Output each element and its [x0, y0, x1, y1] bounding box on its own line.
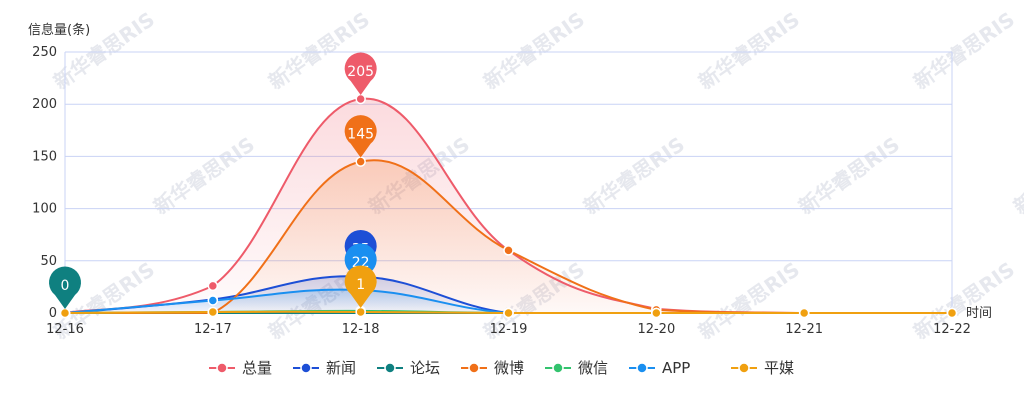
marker-pin-shape — [344, 52, 377, 95]
legend-label: 新闻 — [326, 359, 356, 377]
legend-item-总量[interactable]: 总量 — [209, 359, 272, 377]
legend-swatch-dot — [636, 362, 648, 374]
marker-pin-label: 0 — [61, 278, 70, 294]
data-point — [355, 306, 366, 318]
marker-pin: 205 — [344, 52, 377, 95]
legend-label: 论坛 — [410, 359, 440, 377]
area-APP — [65, 289, 952, 313]
x-axis-title: 时间 — [966, 306, 992, 321]
marker-pin-shape — [344, 265, 377, 308]
marker-pin-label: 145 — [347, 127, 374, 143]
data-point — [651, 307, 662, 319]
legend-swatch-dot — [468, 362, 480, 374]
data-point — [798, 307, 810, 319]
dot-layer — [59, 93, 958, 319]
legend: 总量 新闻 论坛 微博 微信 APP 平媒 — [209, 359, 794, 377]
x-tick-label: 12-17 — [194, 322, 232, 337]
data-point — [503, 245, 514, 256]
watermark-text: 新华睿思RIS — [694, 7, 804, 94]
legend-swatch-dot — [552, 362, 564, 374]
data-point — [503, 307, 514, 319]
marker-pin-label: 1 — [356, 277, 365, 293]
y-tick-label: 50 — [40, 254, 57, 269]
legend-item-新闻[interactable]: 新闻 — [293, 359, 356, 377]
y-tick-label: 200 — [32, 97, 57, 112]
data-point — [207, 295, 219, 306]
data-point — [355, 93, 366, 105]
x-tick-label: 12-19 — [490, 322, 528, 337]
legend-swatch-dot — [300, 362, 312, 374]
watermark-text: 新华睿思RIS — [149, 132, 259, 219]
marker-pin-label: 205 — [347, 64, 374, 80]
x-tick-label: 12-20 — [637, 322, 675, 337]
marker-pin-shape — [344, 243, 377, 287]
y-axis-title: 信息量(条) — [28, 22, 90, 38]
legend-swatch-dot — [738, 362, 750, 374]
marker-pin: 145 — [344, 115, 377, 158]
y-tick-label: 0 — [49, 306, 57, 321]
marker-pin: 0 — [49, 266, 81, 309]
x-tick-label: 12-16 — [46, 322, 84, 337]
marker-pin-shape — [49, 266, 81, 309]
legend-label: 平媒 — [764, 359, 794, 377]
y-tick-label: 100 — [32, 202, 57, 217]
legend-label: 总量 — [242, 359, 272, 377]
legend-item-微博[interactable]: 微博 — [461, 359, 524, 377]
x-tick-label: 12-21 — [785, 322, 823, 337]
marker-pin: 1 — [344, 265, 377, 308]
watermark-text: 新华睿思RIS — [579, 132, 689, 219]
legend-item-平媒[interactable]: 平媒 — [731, 359, 794, 377]
watermark-text: 新华睿思RIS — [49, 7, 159, 94]
legend-label: 微博 — [494, 359, 524, 377]
legend-label: APP — [662, 359, 690, 377]
y-tick-label: 150 — [32, 149, 57, 164]
data-point — [207, 280, 219, 292]
data-point — [355, 156, 366, 167]
pin-layer: 020514535221 — [49, 52, 377, 309]
watermark-text: 新华睿思RIS — [479, 7, 589, 94]
y-tick-label: 250 — [32, 45, 57, 60]
legend-swatch-dot — [384, 362, 396, 374]
watermark-text: 新华睿思RIS — [1009, 132, 1024, 219]
data-point — [59, 307, 71, 319]
data-point — [946, 307, 958, 319]
legend-label: 微信 — [578, 359, 608, 377]
legend-item-APP[interactable]: APP — [629, 359, 690, 377]
data-point — [207, 306, 219, 318]
watermark-text: 新华睿思RIS — [794, 132, 904, 219]
legend-item-微信[interactable]: 微信 — [545, 359, 608, 377]
axis-layer: 信息量(条) 时间 0 50 100 150 200 250 12-16 12-17 12-18… — [28, 22, 992, 337]
area-微博 — [65, 160, 952, 313]
area-layer — [65, 98, 952, 314]
legend-item-论坛[interactable]: 论坛 — [377, 359, 440, 377]
legend-swatch-dot — [216, 362, 228, 374]
x-tick-label: 12-18 — [342, 322, 380, 337]
watermark-text: 新华睿思RIS — [909, 7, 1019, 94]
marker-pin-shape — [344, 115, 377, 158]
x-tick-label: 12-22 — [933, 322, 971, 337]
